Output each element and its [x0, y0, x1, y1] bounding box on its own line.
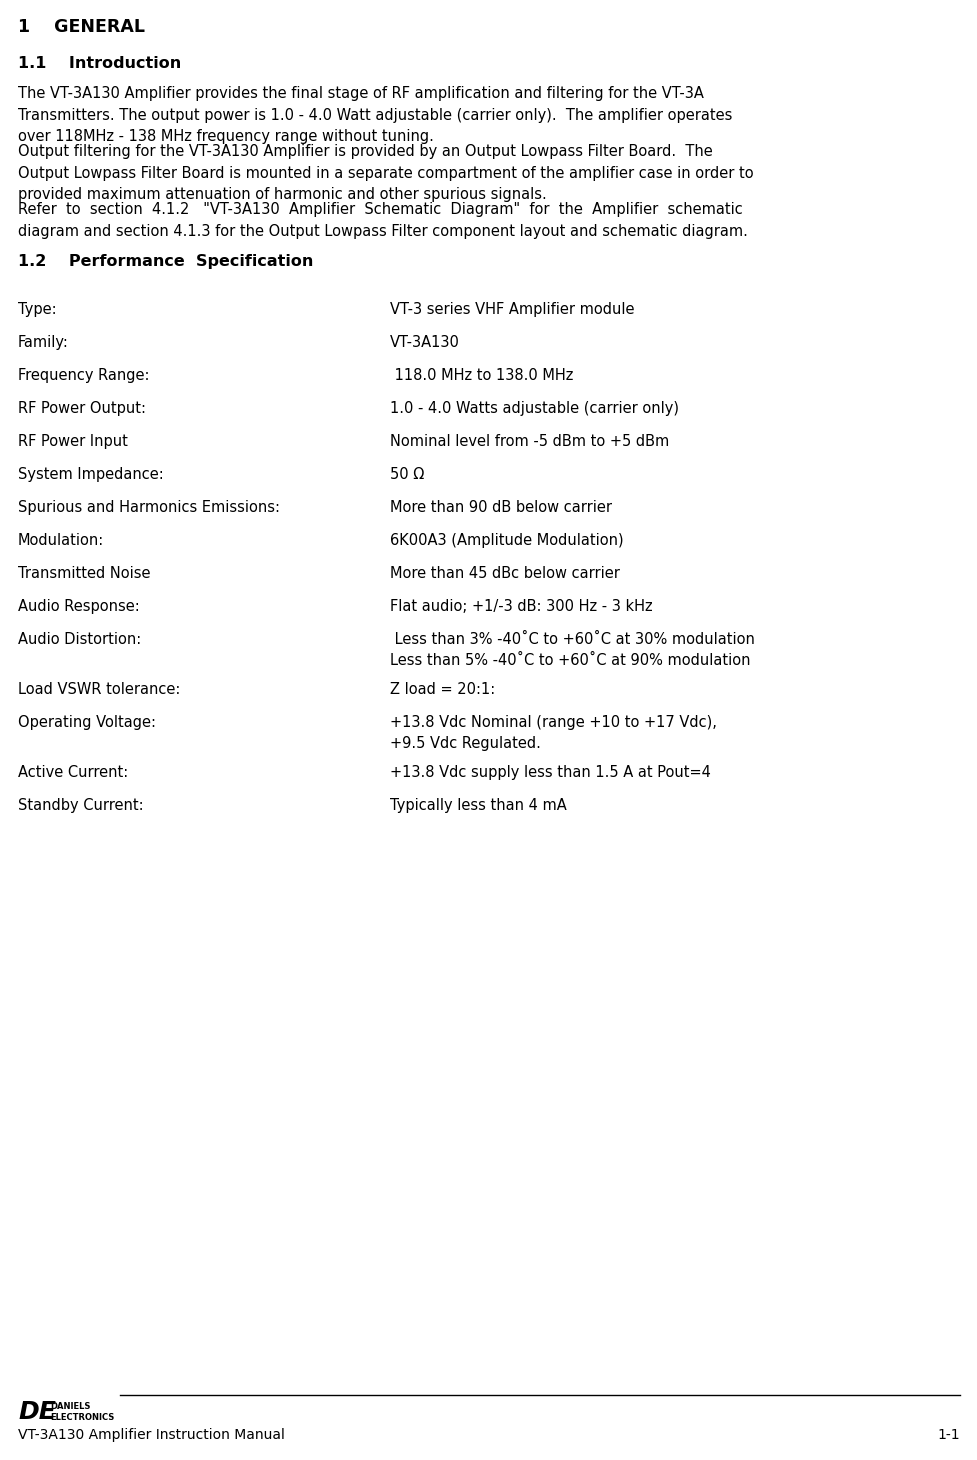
Text: Spurious and Harmonics Emissions:: Spurious and Harmonics Emissions: [18, 499, 279, 515]
Text: The VT-3A130 Amplifier provides the final stage of RF amplification and filterin: The VT-3A130 Amplifier provides the fina… [18, 86, 732, 145]
Text: 1.0 - 4.0 Watts adjustable (carrier only): 1.0 - 4.0 Watts adjustable (carrier only… [390, 402, 678, 416]
Text: 1-1: 1-1 [936, 1428, 959, 1442]
Text: 50 Ω: 50 Ω [390, 467, 424, 482]
Text: Load VSWR tolerance:: Load VSWR tolerance: [18, 682, 180, 696]
Text: Less than 3% -40˚C to +60˚C at 30% modulation
Less than 5% -40˚C to +60˚C at 90%: Less than 3% -40˚C to +60˚C at 30% modul… [390, 632, 754, 669]
Text: 1    GENERAL: 1 GENERAL [18, 18, 145, 36]
Text: Transmitted Noise: Transmitted Noise [18, 566, 150, 581]
Text: Audio Response:: Audio Response: [18, 599, 140, 615]
Text: 1.1    Introduction: 1.1 Introduction [18, 55, 181, 72]
Text: Z load = 20:1:: Z load = 20:1: [390, 682, 494, 696]
Text: Operating Voltage:: Operating Voltage: [18, 715, 156, 730]
Text: System Impedance:: System Impedance: [18, 467, 163, 482]
Text: Output filtering for the VT-3A130 Amplifier is provided by an Output Lowpass Fil: Output filtering for the VT-3A130 Amplif… [18, 145, 753, 201]
Text: More than 45 dBc below carrier: More than 45 dBc below carrier [390, 566, 619, 581]
Text: Flat audio; +1/-3 dB: 300 Hz - 3 kHz: Flat audio; +1/-3 dB: 300 Hz - 3 kHz [390, 599, 652, 615]
Text: Active Current:: Active Current: [18, 765, 128, 780]
Text: Typically less than 4 mA: Typically less than 4 mA [390, 799, 566, 813]
Text: Frequency Range:: Frequency Range: [18, 368, 149, 383]
Text: +13.8 Vdc Nominal (range +10 to +17 Vdc),
+9.5 Vdc Regulated.: +13.8 Vdc Nominal (range +10 to +17 Vdc)… [390, 715, 716, 750]
Text: Type:: Type: [18, 302, 57, 317]
Text: DANIELS: DANIELS [50, 1402, 90, 1410]
Text: RF Power Input: RF Power Input [18, 434, 128, 450]
Text: ELECTRONICS: ELECTRONICS [50, 1413, 114, 1422]
Text: Audio Distortion:: Audio Distortion: [18, 632, 141, 647]
Text: 1.2    Performance  Specification: 1.2 Performance Specification [18, 254, 313, 269]
Text: +13.8 Vdc supply less than 1.5 A at Pout=4: +13.8 Vdc supply less than 1.5 A at Pout… [390, 765, 710, 780]
Text: More than 90 dB below carrier: More than 90 dB below carrier [390, 499, 612, 515]
Text: DE: DE [18, 1400, 56, 1424]
Text: RF Power Output:: RF Power Output: [18, 402, 146, 416]
Text: VT-3 series VHF Amplifier module: VT-3 series VHF Amplifier module [390, 302, 634, 317]
Text: Nominal level from -5 dBm to +5 dBm: Nominal level from -5 dBm to +5 dBm [390, 434, 668, 450]
Text: Standby Current:: Standby Current: [18, 799, 144, 813]
Text: Family:: Family: [18, 334, 68, 350]
Text: 118.0 MHz to 138.0 MHz: 118.0 MHz to 138.0 MHz [390, 368, 573, 383]
Text: VT-3A130: VT-3A130 [390, 334, 459, 350]
Text: Refer  to  section  4.1.2   "VT-3A130  Amplifier  Schematic  Diagram"  for  the : Refer to section 4.1.2 "VT-3A130 Amplifi… [18, 201, 747, 238]
Text: 6K00A3 (Amplitude Modulation): 6K00A3 (Amplitude Modulation) [390, 533, 623, 548]
Text: VT-3A130 Amplifier Instruction Manual: VT-3A130 Amplifier Instruction Manual [18, 1428, 284, 1442]
Text: Modulation:: Modulation: [18, 533, 105, 548]
